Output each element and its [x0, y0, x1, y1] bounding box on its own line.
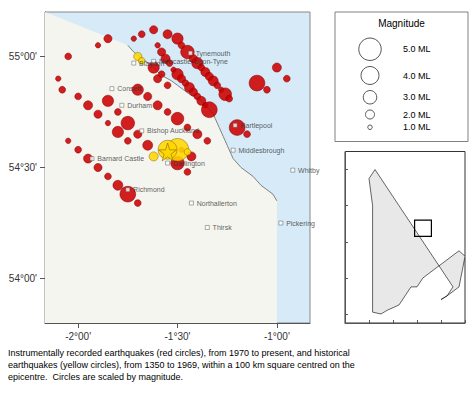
- svg-text:Darlington: Darlington: [173, 160, 205, 168]
- svg-text:Barnard Castle: Barnard Castle: [97, 155, 144, 162]
- svg-text:Consett: Consett: [117, 85, 141, 92]
- svg-text:Bishop Auckland: Bishop Auckland: [147, 127, 199, 135]
- svg-text:54°30': 54°30': [9, 162, 37, 173]
- svg-text:2.0 ML: 2.0 ML: [403, 110, 431, 120]
- svg-text:-2°00': -2°00': [65, 331, 91, 342]
- svg-text:Whitby: Whitby: [298, 167, 320, 175]
- svg-text:3.0 ML: 3.0 ML: [403, 92, 431, 102]
- svg-text:earthquakes (yellow circles),: earthquakes (yellow circles), from 1350 …: [8, 360, 355, 370]
- svg-text:5.0 ML: 5.0 ML: [403, 44, 431, 54]
- svg-text:Instrumentally recorded earthq: Instrumentally recorded earthquakes (red…: [8, 348, 350, 358]
- svg-text:Middlesbrough: Middlesbrough: [238, 147, 284, 155]
- svg-text:Hartlepool: Hartlepool: [240, 122, 272, 130]
- svg-text:Newcastle-Upon-Tyne: Newcastle-Upon-Tyne: [159, 58, 228, 66]
- svg-text:Northallerton: Northallerton: [197, 200, 237, 207]
- svg-text:Magnitude: Magnitude: [378, 18, 425, 29]
- svg-text:54°00': 54°00': [9, 273, 37, 284]
- svg-text:Blaydon: Blaydon: [139, 60, 164, 68]
- svg-text:Durham: Durham: [127, 102, 152, 109]
- svg-text:epicentre. Circles are scaled: epicentre. Circles are scaled by magnitu…: [8, 372, 183, 382]
- svg-text:Pickering: Pickering: [286, 220, 315, 228]
- svg-text:-1°30': -1°30': [165, 331, 191, 342]
- svg-text:Richmond: Richmond: [133, 186, 165, 193]
- svg-text:55°00': 55°00': [9, 51, 37, 62]
- svg-text:-1°00': -1°00': [264, 331, 290, 342]
- svg-text:Tynemouth: Tynemouth: [196, 50, 231, 58]
- svg-text:1.0 ML: 1.0 ML: [403, 122, 431, 132]
- svg-text:4.0 ML: 4.0 ML: [403, 71, 431, 81]
- svg-text:Thirsk: Thirsk: [213, 224, 233, 231]
